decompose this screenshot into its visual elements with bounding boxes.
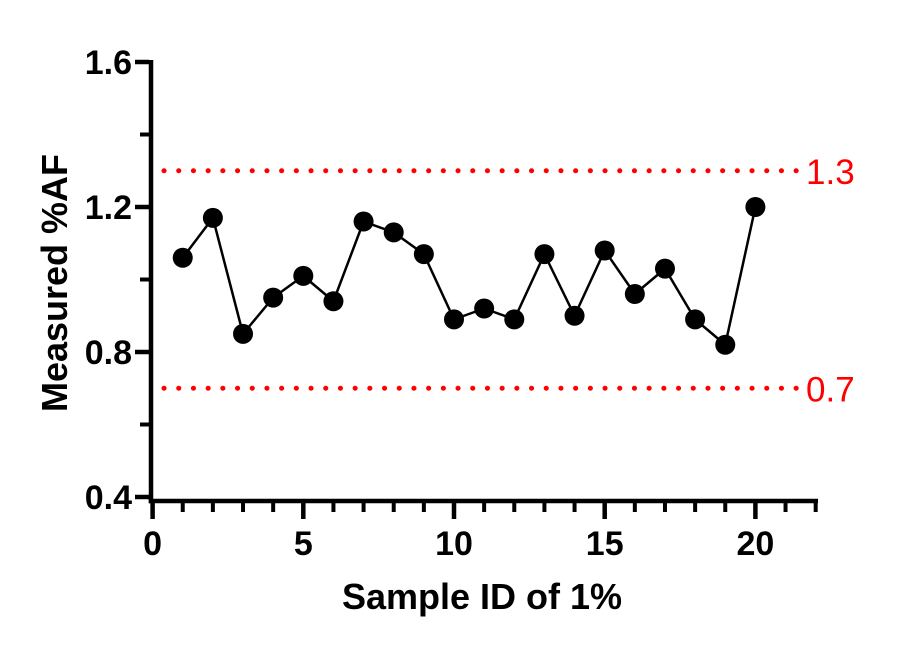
data-point-17: [654, 258, 675, 279]
data-point-18: [685, 309, 706, 330]
data-point-4: [263, 287, 284, 308]
y-axis-title: Measured %AF: [34, 154, 75, 412]
x-tick-label-0: 0: [143, 525, 162, 563]
y-tick-label-1.2: 1.2: [85, 189, 132, 227]
data-point-5: [293, 265, 314, 286]
reference-line-label-0.7: 0.7: [806, 370, 855, 409]
data-point-13: [534, 244, 555, 265]
x-tick-label-20: 20: [736, 525, 774, 563]
data-point-9: [413, 244, 434, 265]
data-point-15: [594, 240, 615, 261]
data-point-10: [444, 309, 464, 330]
data-point-8: [383, 222, 404, 243]
x-tick-label-5: 5: [294, 525, 313, 563]
x-tick-label-10: 10: [435, 525, 473, 563]
data-point-3: [233, 323, 254, 344]
reference-line-label-1.3: 1.3: [806, 153, 855, 192]
data-series-group: [172, 197, 766, 355]
data-point-2: [202, 207, 223, 228]
data-point-6: [323, 291, 344, 312]
y-tick-label-1.6: 1.6: [85, 44, 132, 82]
data-point-1: [172, 247, 193, 268]
data-point-16: [624, 284, 645, 304]
y-tick-label-0.8: 0.8: [85, 334, 132, 372]
x-axis-title: Sample ID of 1%: [342, 576, 622, 617]
axes-group: [135, 59, 818, 519]
data-point-14: [564, 305, 585, 326]
reference-lines-group: 1.3 0.7: [161, 153, 855, 409]
data-point-11: [474, 298, 495, 319]
tick-labels-group: 0.4 0.8 1.2 1.6 0 5 10 15 20: [85, 44, 775, 563]
x-tick-label-15: 15: [586, 525, 624, 563]
data-point-12: [504, 309, 525, 330]
data-point-7: [353, 211, 374, 232]
data-point-19: [715, 334, 736, 355]
y-tick-label-0.4: 0.4: [85, 479, 132, 517]
data-point-20: [745, 197, 766, 217]
